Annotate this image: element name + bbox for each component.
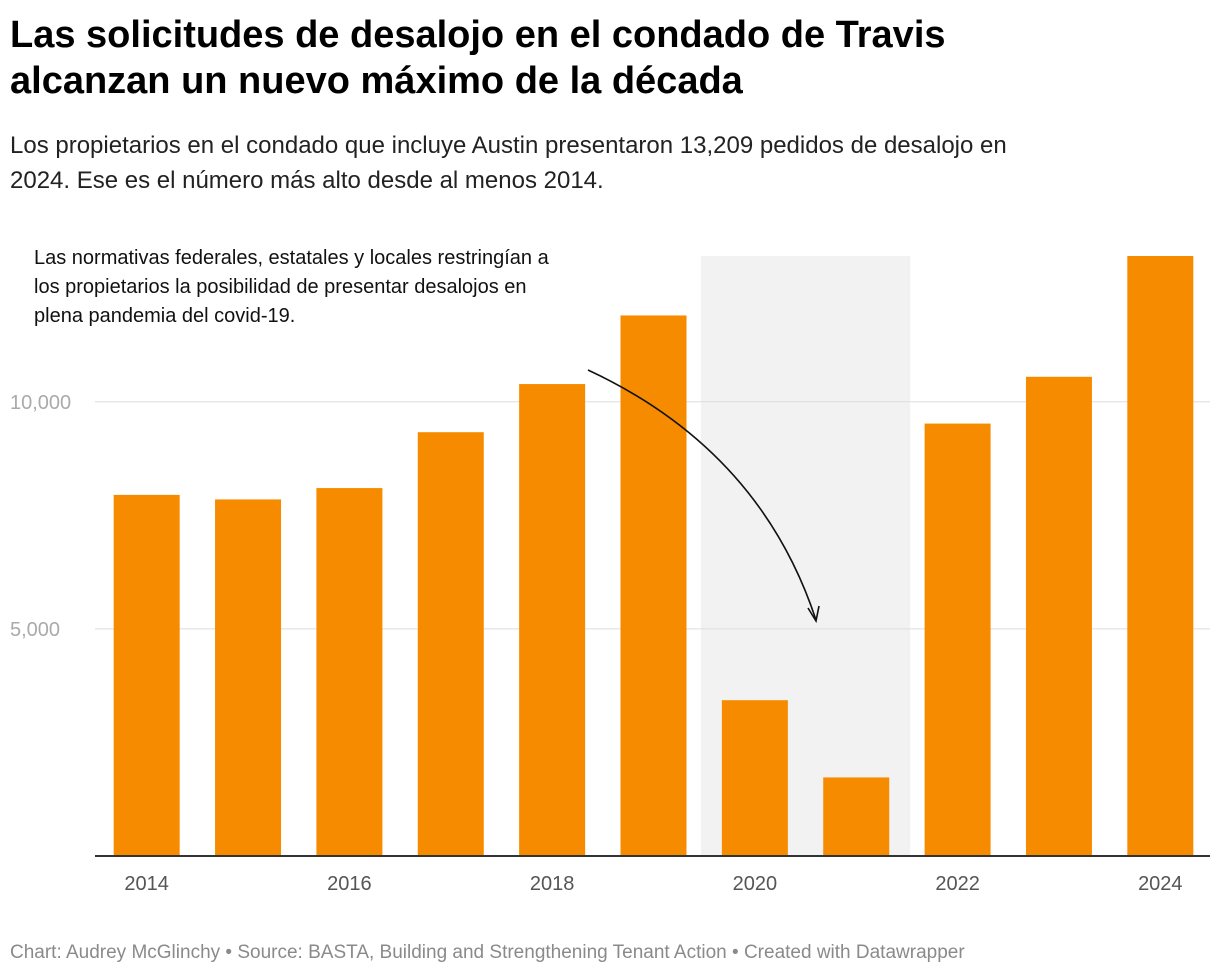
annotation-line1: Las normativas federales, estatales y lo…	[34, 247, 549, 269]
annotation-line3: plena pandemia del covid-19.	[34, 305, 296, 327]
y-tick-labels: 5,000 10,000	[10, 392, 71, 641]
bar-2015	[215, 499, 282, 856]
x-tick-label: 2014	[124, 873, 169, 895]
bar-2024	[1127, 256, 1194, 856]
bar-2016	[316, 488, 383, 856]
x-tick-label: 2022	[935, 873, 980, 895]
y-tick-label: 5,000	[10, 619, 60, 641]
y-tick-label: 10,000	[10, 392, 71, 414]
bar-2023	[1025, 376, 1092, 856]
bar-2017	[417, 432, 484, 856]
x-tick-label: 2016	[327, 873, 372, 895]
x-tick-label: 2024	[1138, 873, 1183, 895]
annotation-line2: los propietarios la posibilidad de prese…	[34, 276, 527, 298]
bar-2018	[519, 384, 586, 856]
x-tick-label: 2020	[733, 873, 778, 895]
x-tick-labels: 2014 2016 2018 2020 2022 2024	[124, 873, 1182, 895]
bar-2020	[721, 700, 788, 856]
bar-2021	[823, 777, 890, 856]
bar-2014	[113, 494, 180, 856]
chart-subtitle-line1: Los propietarios en el condado que inclu…	[10, 132, 1007, 159]
bar-2022	[924, 423, 991, 856]
chart-title-line1: Las solicitudes de desalojo en el condad…	[10, 14, 946, 56]
chart-title-line2: alcanzan un nuevo máximo de la década	[10, 60, 743, 102]
chart-subtitle: Los propietarios en el condado que inclu…	[10, 128, 1200, 198]
annotation-arrow	[587, 369, 820, 624]
chart-title: Las solicitudes de desalojo en el condad…	[10, 12, 1200, 104]
annotation-text: Las normativas federales, estatales y lo…	[34, 244, 674, 331]
bar-2019	[620, 315, 687, 856]
x-tick-label: 2018	[530, 873, 575, 895]
chart-subtitle-line2: 2024. Ese es el número más alto desde al…	[10, 167, 604, 194]
footer-credit: Chart: Audrey McGlinchy • Source: BASTA,…	[10, 942, 965, 963]
bars	[113, 256, 1194, 856]
